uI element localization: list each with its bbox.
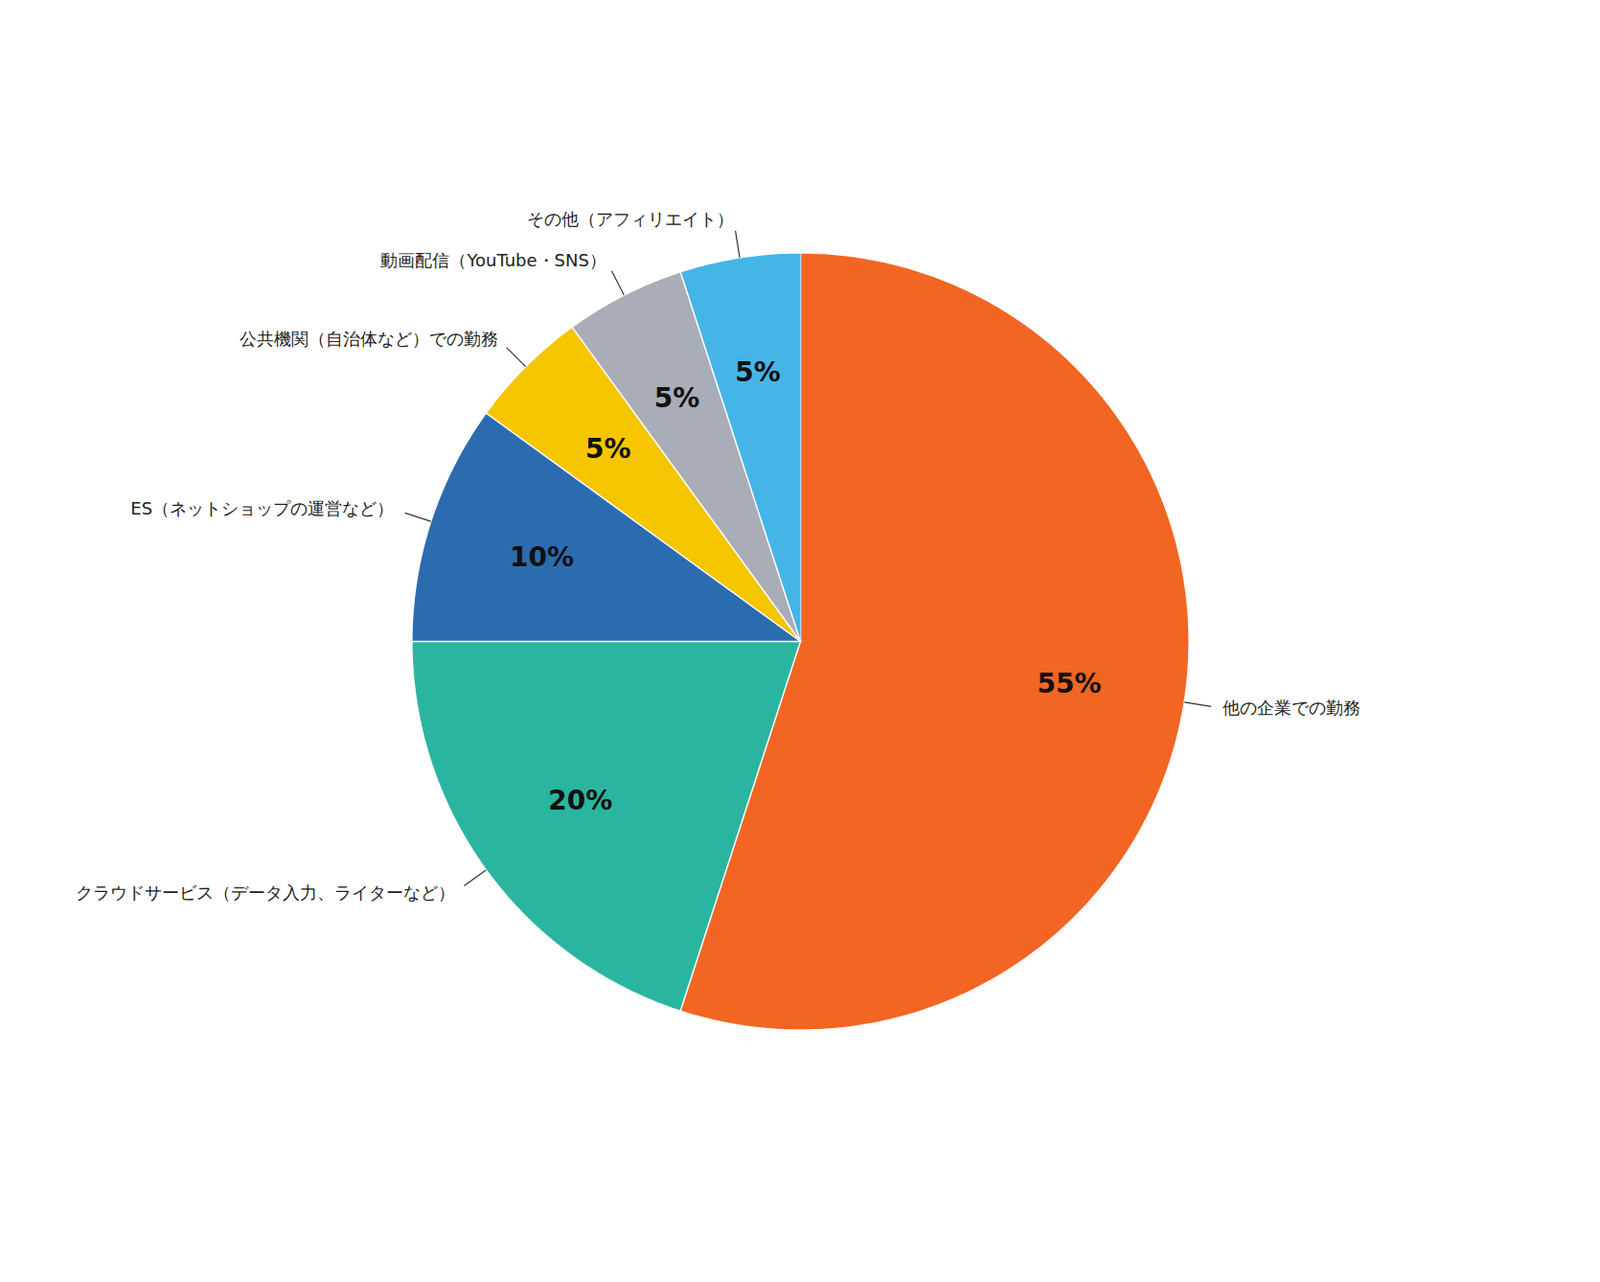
svg-text:5%: 5% <box>654 382 701 414</box>
svg-text:その他（アフィリエイト）: その他（アフィリエイト） <box>526 208 734 229</box>
svg-text:10%: 10% <box>509 541 574 573</box>
svg-text:55%: 55% <box>1036 667 1101 700</box>
svg-text:5%: 5% <box>585 433 632 465</box>
svg-text:動画配信（YouTube・SNS）: 動画配信（YouTube・SNS） <box>380 250 607 271</box>
svg-text:5%: 5% <box>734 356 781 389</box>
svg-text:クラウドサービス（データ入力、ライターなど）: クラウドサービス（データ入力、ライターなど） <box>75 882 456 903</box>
svg-text:公共機関（自治体など）での勤務: 公共機関（自治体など）での勤務 <box>239 328 499 349</box>
svg-text:他の企業での勤務: 他の企業での勤務 <box>1222 697 1361 718</box>
svg-text:ES（ネットショップの運営など）: ES（ネットショップの運営など） <box>130 498 394 519</box>
svg-text:20%: 20% <box>548 784 613 817</box>
